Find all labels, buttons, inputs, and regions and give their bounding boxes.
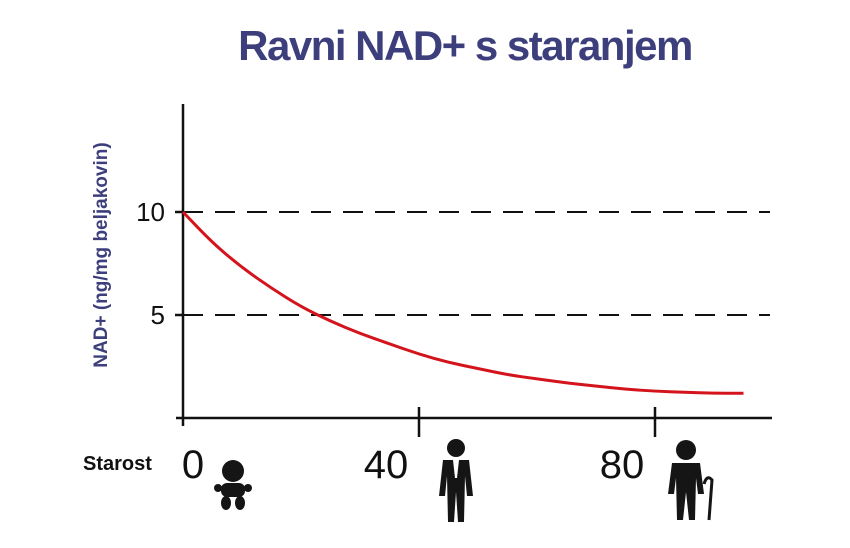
- x-axis-label: Starost: [83, 453, 152, 475]
- chart-title: Ravni NAD+ s staranjem: [238, 22, 693, 69]
- baby-icon: [214, 460, 252, 510]
- series: [181, 210, 744, 395]
- adult-man-icon: [439, 439, 473, 522]
- ticks: 0 40 80 5 10: [136, 197, 657, 487]
- x-tick-label-0: 0: [182, 443, 204, 487]
- age-icons: [214, 439, 714, 522]
- x-tick-label-80: 80: [600, 443, 645, 487]
- y-tick-label-10: 10: [136, 197, 165, 227]
- axes: [176, 104, 772, 426]
- gridlines: [183, 211, 770, 316]
- y-axis-label: NAD+ (ng/mg beljakovin): [91, 142, 112, 367]
- series-line-0: [181, 210, 744, 395]
- y-tick-label-5: 5: [151, 300, 165, 330]
- x-tick-label-40: 40: [364, 443, 409, 487]
- elderly-man-icon: [668, 440, 714, 521]
